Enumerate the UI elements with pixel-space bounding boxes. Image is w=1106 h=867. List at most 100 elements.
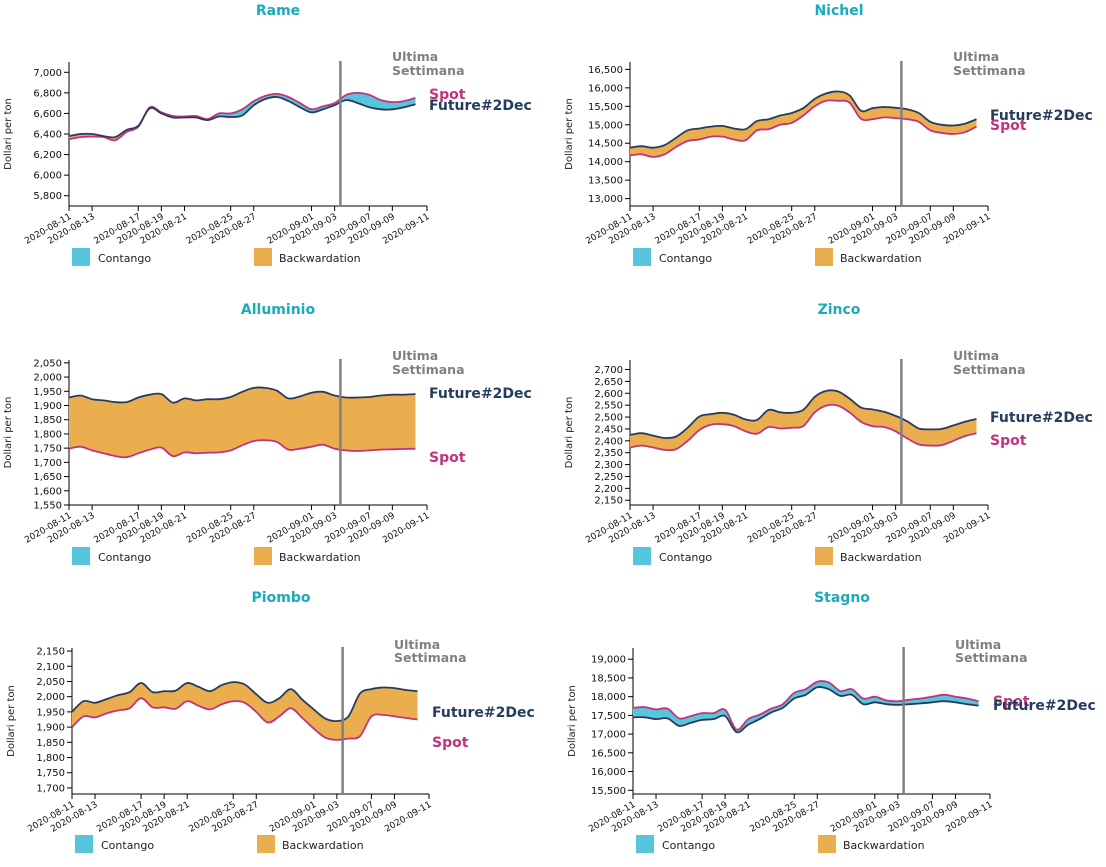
- backwardation-legend-label: Backwardation: [840, 551, 922, 564]
- y-tick-label: 16,500: [588, 65, 623, 76]
- backwardation-legend-swatch: [254, 248, 272, 266]
- y-tick-label: 14,500: [588, 139, 623, 150]
- contango-legend-swatch: [636, 835, 654, 853]
- y-tick-label: 1,950: [36, 707, 65, 718]
- y-tick-label: 16,500: [591, 748, 626, 759]
- backwardation-legend-label: Backwardation: [279, 551, 361, 564]
- contango-legend-label: Contango: [659, 551, 712, 564]
- backwardation-legend-swatch: [815, 547, 833, 565]
- contango-legend-label: Contango: [659, 252, 712, 265]
- y-tick-label: 2,700: [594, 365, 623, 376]
- y-tick-label: 2,300: [594, 460, 623, 471]
- y-tick-label: 6,800: [33, 88, 62, 99]
- y-tick-label: 6,600: [33, 109, 62, 120]
- contango-legend-swatch: [633, 547, 651, 565]
- future-line: [632, 686, 979, 734]
- last-week-label: Settimana: [392, 362, 465, 377]
- backwardation-area: [630, 91, 977, 157]
- y-tick-label: 1,900: [36, 723, 65, 734]
- spot-series-label: Spot: [990, 433, 1027, 449]
- future-line: [71, 681, 418, 722]
- last-week-label: Ultima: [392, 49, 438, 64]
- y-axis-label: Dollari per ton: [6, 685, 17, 757]
- backwardation-legend-swatch: [254, 547, 272, 565]
- y-tick-label: 15,500: [591, 786, 626, 797]
- last-week-label: Settimana: [953, 63, 1026, 78]
- y-tick-label: 1,950: [33, 387, 62, 398]
- y-tick-label: 16,000: [591, 767, 626, 778]
- future-series-label: Future#2Dec: [429, 98, 532, 114]
- spot-series-label: Spot: [429, 87, 466, 103]
- spot-line: [68, 91, 416, 142]
- y-tick-label: 2,600: [594, 389, 623, 400]
- y-tick-label: 17,000: [591, 730, 626, 741]
- chart-nichel: Nichel Dollari per ton 13,000 13,500 14,000 1…: [564, 3, 1093, 266]
- y-tick-label: 7,000: [33, 68, 62, 79]
- y-tick-label: 13,000: [588, 194, 623, 205]
- y-tick-label: 18,000: [591, 692, 626, 703]
- backwardation-legend-label: Backwardation: [279, 252, 361, 265]
- y-tick-label: 19,000: [591, 655, 626, 666]
- last-week-label: Settimana: [953, 362, 1026, 377]
- y-tick-label: 13,500: [588, 176, 623, 187]
- y-tick-label: 2,500: [594, 413, 623, 424]
- y-tick-label: 2,350: [594, 448, 623, 459]
- y-tick-label: 2,650: [594, 377, 623, 388]
- y-tick-label: 16,000: [588, 83, 623, 94]
- chart-title: Alluminio: [241, 302, 316, 318]
- y-tick-label: 2,550: [594, 401, 623, 412]
- last-week-label: Ultima: [955, 637, 1001, 652]
- y-tick-label: 2,450: [594, 424, 623, 435]
- y-tick-label: 2,200: [594, 484, 623, 495]
- backwardation-legend-swatch: [257, 835, 275, 853]
- contango-legend-label: Contango: [98, 551, 151, 564]
- y-tick-label: 2,150: [594, 496, 623, 507]
- contango-legend-label: Contango: [101, 839, 154, 852]
- last-week-label: Ultima: [953, 348, 999, 363]
- chart-rame: Rame Dollari per ton 5,800 6,000 6,200 6,400 6…: [3, 3, 532, 266]
- y-tick-label: 1,700: [36, 783, 65, 794]
- y-tick-label: 14,000: [588, 157, 623, 168]
- y-axis-label: Dollari per ton: [564, 397, 575, 469]
- future-line: [629, 90, 977, 149]
- backwardation-legend-swatch: [818, 835, 836, 853]
- future-series-label: Future#2Dec: [990, 108, 1093, 124]
- contango-legend-swatch: [72, 248, 90, 266]
- last-week-label: Settimana: [394, 650, 467, 665]
- y-tick-label: 2,050: [33, 358, 62, 369]
- chart-title: Nichel: [814, 3, 863, 19]
- future-line: [68, 386, 416, 404]
- y-tick-label: 15,000: [588, 120, 623, 131]
- future-line: [68, 96, 416, 139]
- chart-title: Stagno: [814, 590, 870, 606]
- y-axis-label: Dollari per ton: [3, 397, 14, 469]
- future-series-label: Future#2Dec: [432, 705, 535, 721]
- y-tick-label: 15,500: [588, 102, 623, 113]
- contango-legend-label: Contango: [662, 839, 715, 852]
- y-tick-label: 1,650: [33, 472, 62, 483]
- y-tick-label: 2,250: [594, 472, 623, 483]
- y-tick-label: 1,800: [36, 753, 65, 764]
- spot-series-label: Spot: [432, 735, 469, 751]
- chart-piombo: Piombo Dollari per ton 1,700 1,750 1,800 1,85…: [6, 590, 535, 853]
- backwardation-legend-label: Backwardation: [843, 839, 925, 852]
- chart-title: Piombo: [252, 590, 311, 606]
- backwardation-area: [72, 682, 418, 740]
- last-week-label: Settimana: [955, 650, 1028, 665]
- spot-line: [629, 403, 977, 452]
- backwardation-legend-label: Backwardation: [282, 839, 364, 852]
- spot-line: [71, 697, 418, 741]
- y-tick-label: 2,000: [33, 373, 62, 384]
- y-tick-label: 1,850: [33, 415, 62, 426]
- spot-line: [632, 680, 979, 731]
- last-week-label: Ultima: [392, 348, 438, 363]
- last-week-label: Ultima: [394, 637, 440, 652]
- y-tick-label: 1,600: [33, 486, 62, 497]
- future-series-label: Future#2Dec: [990, 410, 1093, 426]
- y-tick-label: 6,400: [33, 130, 62, 141]
- contango-area: [633, 681, 979, 733]
- y-tick-label: 1,900: [33, 401, 62, 412]
- y-tick-label: 1,850: [36, 738, 65, 749]
- y-tick-label: 18,500: [591, 673, 626, 684]
